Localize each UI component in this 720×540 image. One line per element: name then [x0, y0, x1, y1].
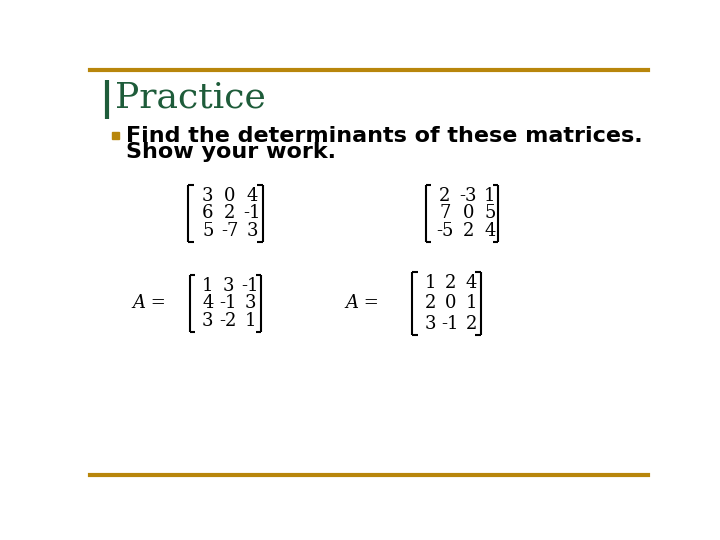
- Text: 1: 1: [202, 277, 214, 295]
- Text: -1: -1: [242, 277, 259, 295]
- Text: Show your work.: Show your work.: [126, 142, 336, 162]
- Text: 0: 0: [445, 294, 456, 313]
- Text: 1: 1: [484, 187, 495, 205]
- Text: -1: -1: [441, 314, 459, 333]
- Text: Practice: Practice: [114, 81, 266, 115]
- Text: 5: 5: [202, 222, 214, 240]
- Text: -2: -2: [220, 312, 237, 330]
- Text: 1: 1: [466, 294, 477, 313]
- Text: 2: 2: [466, 314, 477, 333]
- Text: 4: 4: [466, 274, 477, 293]
- Text: 4: 4: [202, 294, 214, 313]
- Text: -1: -1: [219, 294, 237, 313]
- Text: 2: 2: [439, 187, 451, 205]
- Text: 0: 0: [462, 205, 474, 222]
- Text: Find the determinants of these matrices.: Find the determinants of these matrices.: [126, 126, 642, 146]
- Bar: [112, 132, 120, 139]
- Text: 3: 3: [425, 314, 436, 333]
- Text: 2: 2: [462, 222, 474, 240]
- Text: 4: 4: [246, 187, 258, 205]
- Text: 3: 3: [246, 222, 258, 240]
- Text: 3: 3: [202, 187, 214, 205]
- Text: A =: A =: [346, 294, 379, 313]
- Text: 4: 4: [485, 222, 495, 240]
- Text: -3: -3: [459, 187, 477, 205]
- Text: 3: 3: [222, 277, 234, 295]
- Text: 2: 2: [445, 274, 456, 293]
- Text: 3: 3: [245, 294, 256, 313]
- Text: 6: 6: [202, 205, 214, 222]
- Text: 1: 1: [245, 312, 256, 330]
- Text: A =: A =: [132, 294, 166, 313]
- Text: -7: -7: [221, 222, 238, 240]
- Text: 7: 7: [439, 205, 451, 222]
- Text: 1: 1: [425, 274, 436, 293]
- Text: 5: 5: [485, 205, 495, 222]
- Text: 2: 2: [425, 294, 436, 313]
- Text: 3: 3: [202, 312, 214, 330]
- Text: -5: -5: [436, 222, 454, 240]
- Text: -1: -1: [243, 205, 261, 222]
- Text: 2: 2: [224, 205, 235, 222]
- Text: 0: 0: [224, 187, 235, 205]
